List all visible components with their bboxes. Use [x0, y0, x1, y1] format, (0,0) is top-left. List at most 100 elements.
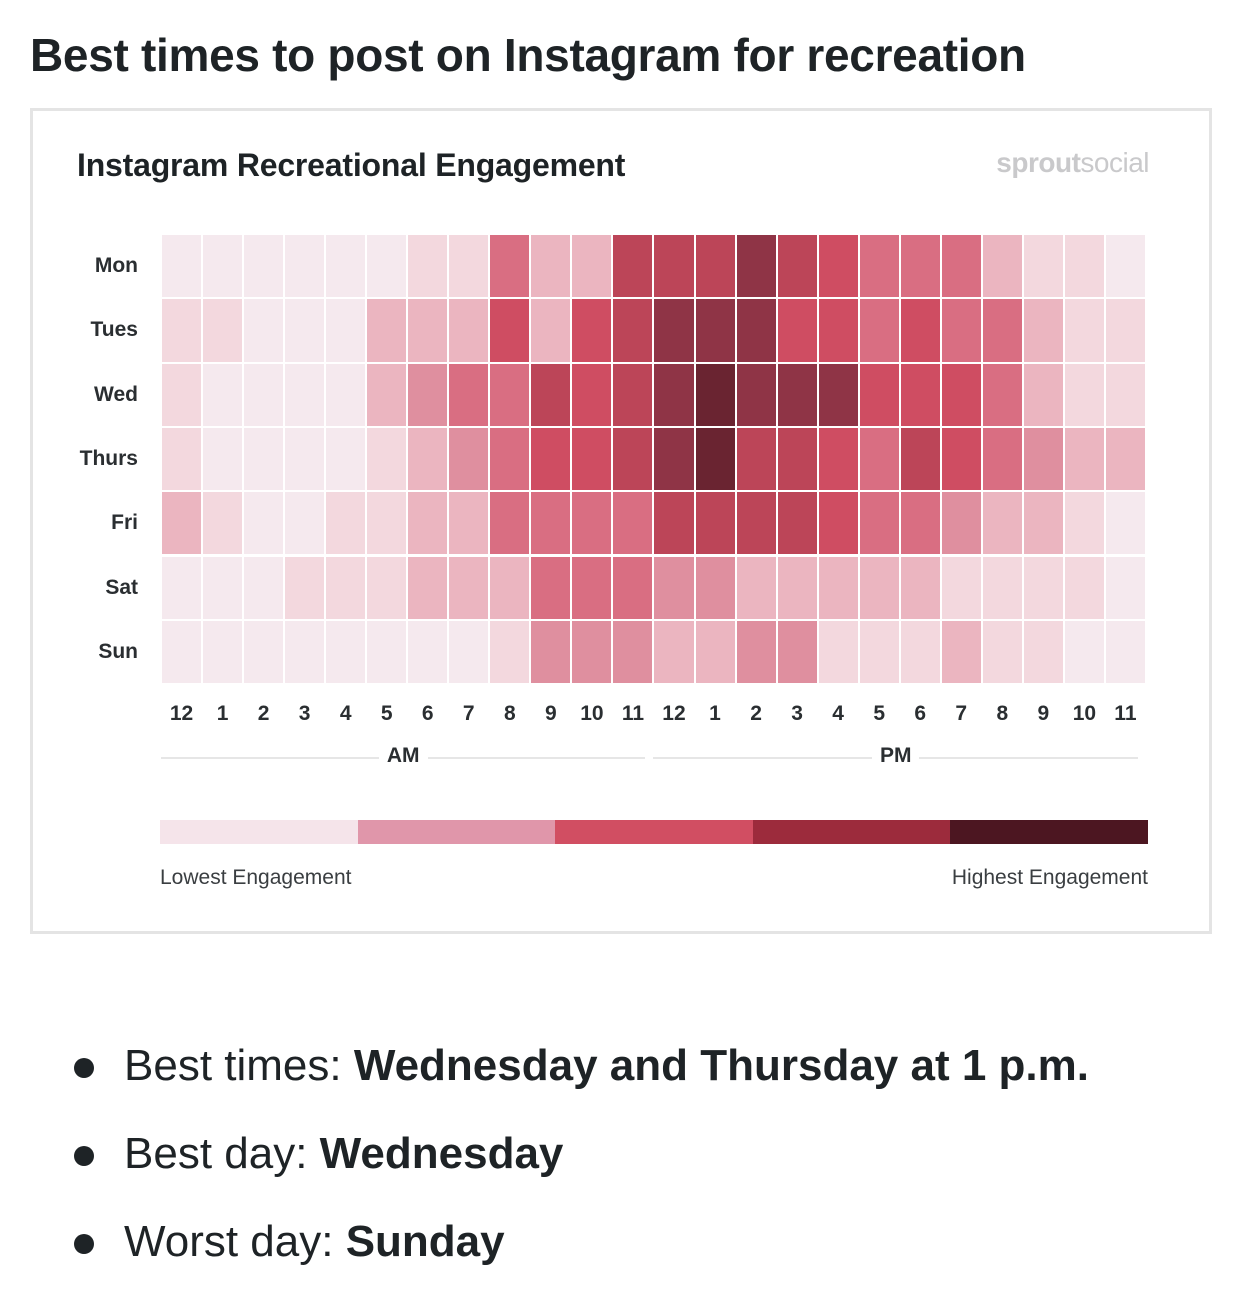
- heatmap-cell: [1105, 235, 1145, 298]
- heatmap-cell: [285, 299, 325, 362]
- heatmap-cell: [162, 620, 202, 684]
- heatmap-cell: [572, 556, 612, 619]
- heatmap-cell: [1105, 620, 1145, 684]
- summary-item-best-day: Best day: Wednesday: [68, 1118, 1089, 1206]
- day-label-mon: Mon: [94, 254, 138, 278]
- heatmap-cell: [1064, 427, 1104, 491]
- heatmap-cell: [490, 235, 530, 298]
- heatmap-cell: [162, 492, 202, 555]
- day-label-sat: Sat: [105, 575, 138, 599]
- heatmap-cell: [244, 620, 284, 684]
- heatmap-cell: [367, 235, 407, 298]
- heatmap-cell: [982, 620, 1022, 684]
- hour-tick-label: 4: [832, 702, 844, 725]
- heatmap-cell: [285, 363, 325, 426]
- heatmap-cell: [1105, 556, 1145, 619]
- hour-tick-label: 5: [380, 702, 393, 725]
- heatmap-cell: [613, 427, 653, 491]
- heatmap-cell: [1064, 235, 1104, 298]
- heatmap-cell: [572, 492, 612, 555]
- heatmap-cell: [1023, 363, 1063, 426]
- hour-tick-label: 6: [421, 702, 434, 725]
- heatmap-cell: [285, 620, 325, 684]
- hour-tick-label: 7: [462, 702, 475, 725]
- heatmap-cell: [1105, 427, 1145, 491]
- heatmap-cell: [449, 235, 489, 298]
- day-label-thurs: Thurs: [79, 447, 138, 471]
- day-label-sun: Sun: [98, 639, 138, 663]
- heatmap-cell: [654, 620, 694, 684]
- heatmap-cell: [490, 556, 530, 619]
- heatmap-cell: [941, 299, 981, 362]
- heatmap-cell: [900, 363, 940, 426]
- hour-tick-label: 8: [503, 702, 516, 725]
- heatmap-cell: [736, 620, 776, 684]
- heatmap-cell: [695, 556, 735, 619]
- period-label-pm: PM: [871, 744, 920, 768]
- heatmap-cell: [736, 235, 776, 298]
- heatmap-cell: [244, 492, 284, 555]
- heatmap-cell: [818, 492, 858, 555]
- heatmap-cell: [244, 235, 284, 298]
- heatmap-cell: [572, 363, 612, 426]
- heatmap-cell: [982, 235, 1022, 298]
- heatmap-cell: [1105, 492, 1145, 555]
- summary-item-worst-day: Worst day: Sunday: [68, 1206, 1089, 1293]
- heatmap-cell: [818, 299, 858, 362]
- heatmap-cell: [572, 235, 612, 298]
- heatmap-cell: [1105, 363, 1145, 426]
- hour-tick-label: 8: [996, 702, 1009, 725]
- heatmap-cell: [695, 363, 735, 426]
- heatmap-cell: [613, 492, 653, 555]
- hour-tick-label: 9: [1037, 702, 1050, 725]
- heatmap-cell: [695, 492, 735, 555]
- hour-tick-label: 10: [580, 702, 604, 725]
- hour-tick-label: 9: [545, 702, 557, 725]
- heatmap-cell: [408, 492, 448, 555]
- heatmap-cell: [367, 363, 407, 426]
- heatmap-cell: [1023, 235, 1063, 298]
- summary-value: Wednesday and Thursday at 1 p.m.: [353, 1041, 1089, 1090]
- heatmap-cell: [695, 427, 735, 491]
- heatmap-cell: [777, 299, 817, 362]
- heatmap-cell: [162, 299, 202, 362]
- heatmap-cell: [654, 492, 694, 555]
- heatmap-cell: [408, 299, 448, 362]
- heatmap-cell: [408, 427, 448, 491]
- legend-low-label: Lowest Engagement: [160, 866, 352, 889]
- heatmap-cell: [572, 427, 612, 491]
- heatmap-cell: [900, 299, 940, 362]
- heatmap-cell: [654, 556, 694, 619]
- legend-swatch: [752, 820, 951, 844]
- heatmap-cell: [859, 492, 899, 555]
- heatmap-cell: [982, 427, 1022, 491]
- heatmap-cell: [326, 363, 366, 426]
- day-label-fri: Fri: [111, 511, 138, 535]
- hour-tick-label: 4: [339, 702, 352, 725]
- heatmap-cell: [859, 299, 899, 362]
- heatmap-cell: [285, 492, 325, 555]
- chart-title: Instagram Recreational Engagement: [77, 147, 626, 183]
- heatmap-cell: [941, 427, 981, 491]
- heatmap-cell: [1105, 299, 1145, 362]
- heatmap-cell: [203, 620, 243, 684]
- heatmap-cell: [1064, 556, 1104, 619]
- heatmap-cell: [490, 427, 530, 491]
- hour-tick-label: 5: [873, 702, 886, 725]
- heatmap-cell: [818, 556, 858, 619]
- heatmap-cell: [900, 620, 940, 684]
- chart-card: Instagram Recreational Engagement sprout…: [30, 108, 1212, 934]
- heatmap-cell: [326, 620, 366, 684]
- heatmap-cell: [408, 620, 448, 684]
- heatmap-cell: [572, 620, 612, 684]
- heatmap-cell: [203, 299, 243, 362]
- heatmap-cell: [900, 427, 940, 491]
- heatmap-cell: [244, 556, 284, 619]
- heatmap-cell: [695, 299, 735, 362]
- heatmap-cell: [531, 363, 571, 426]
- heatmap-cell: [244, 299, 284, 362]
- hour-tick-label: 1: [216, 702, 229, 725]
- heatmap-cell: [1023, 492, 1063, 555]
- hour-tick-label: 2: [750, 702, 762, 725]
- legend-swatch: [950, 820, 1149, 844]
